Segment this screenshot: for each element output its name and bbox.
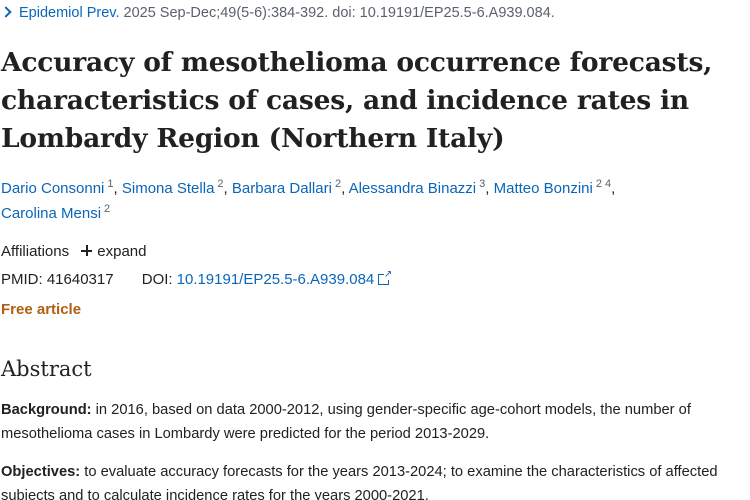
background-text: in 2016, based on data 2000-2012, using … xyxy=(1,402,691,442)
author-affiliation-ref[interactable]: 2 xyxy=(104,203,111,215)
affiliations-row: Affiliations expand xyxy=(1,242,146,262)
author-affiliation-ref[interactable]: 2 4 xyxy=(595,178,612,190)
expand-label: expand xyxy=(97,243,147,260)
abstract-heading: Abstract xyxy=(1,357,92,381)
author-link[interactable]: Barbara Dallari xyxy=(231,180,332,197)
abstract-background: Background: in 2016, based on data 2000-… xyxy=(1,398,743,446)
citation-text: 2025 Sep-Dec;49(5-6):384-392. doi: 10.19… xyxy=(123,5,555,21)
article-title: Accuracy of mesothelioma occurrence fore… xyxy=(1,47,713,154)
pmid-value: 41640317 xyxy=(46,271,114,288)
author-link[interactable]: Alessandra Binazzi xyxy=(348,180,477,197)
chevron-right-icon xyxy=(0,6,12,18)
affiliations-label: Affiliations xyxy=(1,243,70,260)
abstract-objectives: Objectives: to evaluate accuracy forecas… xyxy=(1,460,743,500)
identifiers-row: PMID: 41640317 DOI: 10.19191/EP25.5-6.A93… xyxy=(1,270,393,290)
affiliations-expand-button[interactable]: expand xyxy=(81,243,146,260)
author-link[interactable]: Dario Consonni xyxy=(1,180,105,197)
doi-link[interactable]: 10.19191/EP25.5-6.A939.084 xyxy=(176,270,393,288)
author-link[interactable]: Matteo Bonzini xyxy=(493,180,593,197)
author-link[interactable]: Simona Stella xyxy=(121,180,215,197)
objectives-text: to evaluate accuracy forecasts for the y… xyxy=(1,464,718,500)
journal-link[interactable]: Epidemiol Prev. xyxy=(19,5,120,21)
author-link[interactable]: Carolina Mensi xyxy=(1,205,102,222)
background-label: Background: xyxy=(1,402,92,418)
free-article-badge: Free article xyxy=(1,301,82,318)
authors-list: Dario Consonni 1, Simona Stella 2, Barbara… xyxy=(1,178,616,223)
author-affiliation-ref[interactable]: 2 xyxy=(334,178,342,190)
author-affiliation-ref[interactable]: 3 xyxy=(479,178,486,190)
plus-icon xyxy=(81,245,93,256)
journal-citation: Epidemiol Prev. 2025 Sep-Dec;49(5-6):384… xyxy=(0,4,555,22)
doi-label: DOI: xyxy=(141,271,173,288)
external-link-icon xyxy=(378,270,393,285)
pmid-label: PMID: xyxy=(1,271,43,288)
objectives-label: Objectives: xyxy=(1,464,81,480)
author-affiliation-ref[interactable]: 1 xyxy=(107,178,114,190)
doi-value: 10.19191/EP25.5-6.A939.084 xyxy=(176,271,375,288)
author-affiliation-ref[interactable]: 2 xyxy=(217,178,224,190)
